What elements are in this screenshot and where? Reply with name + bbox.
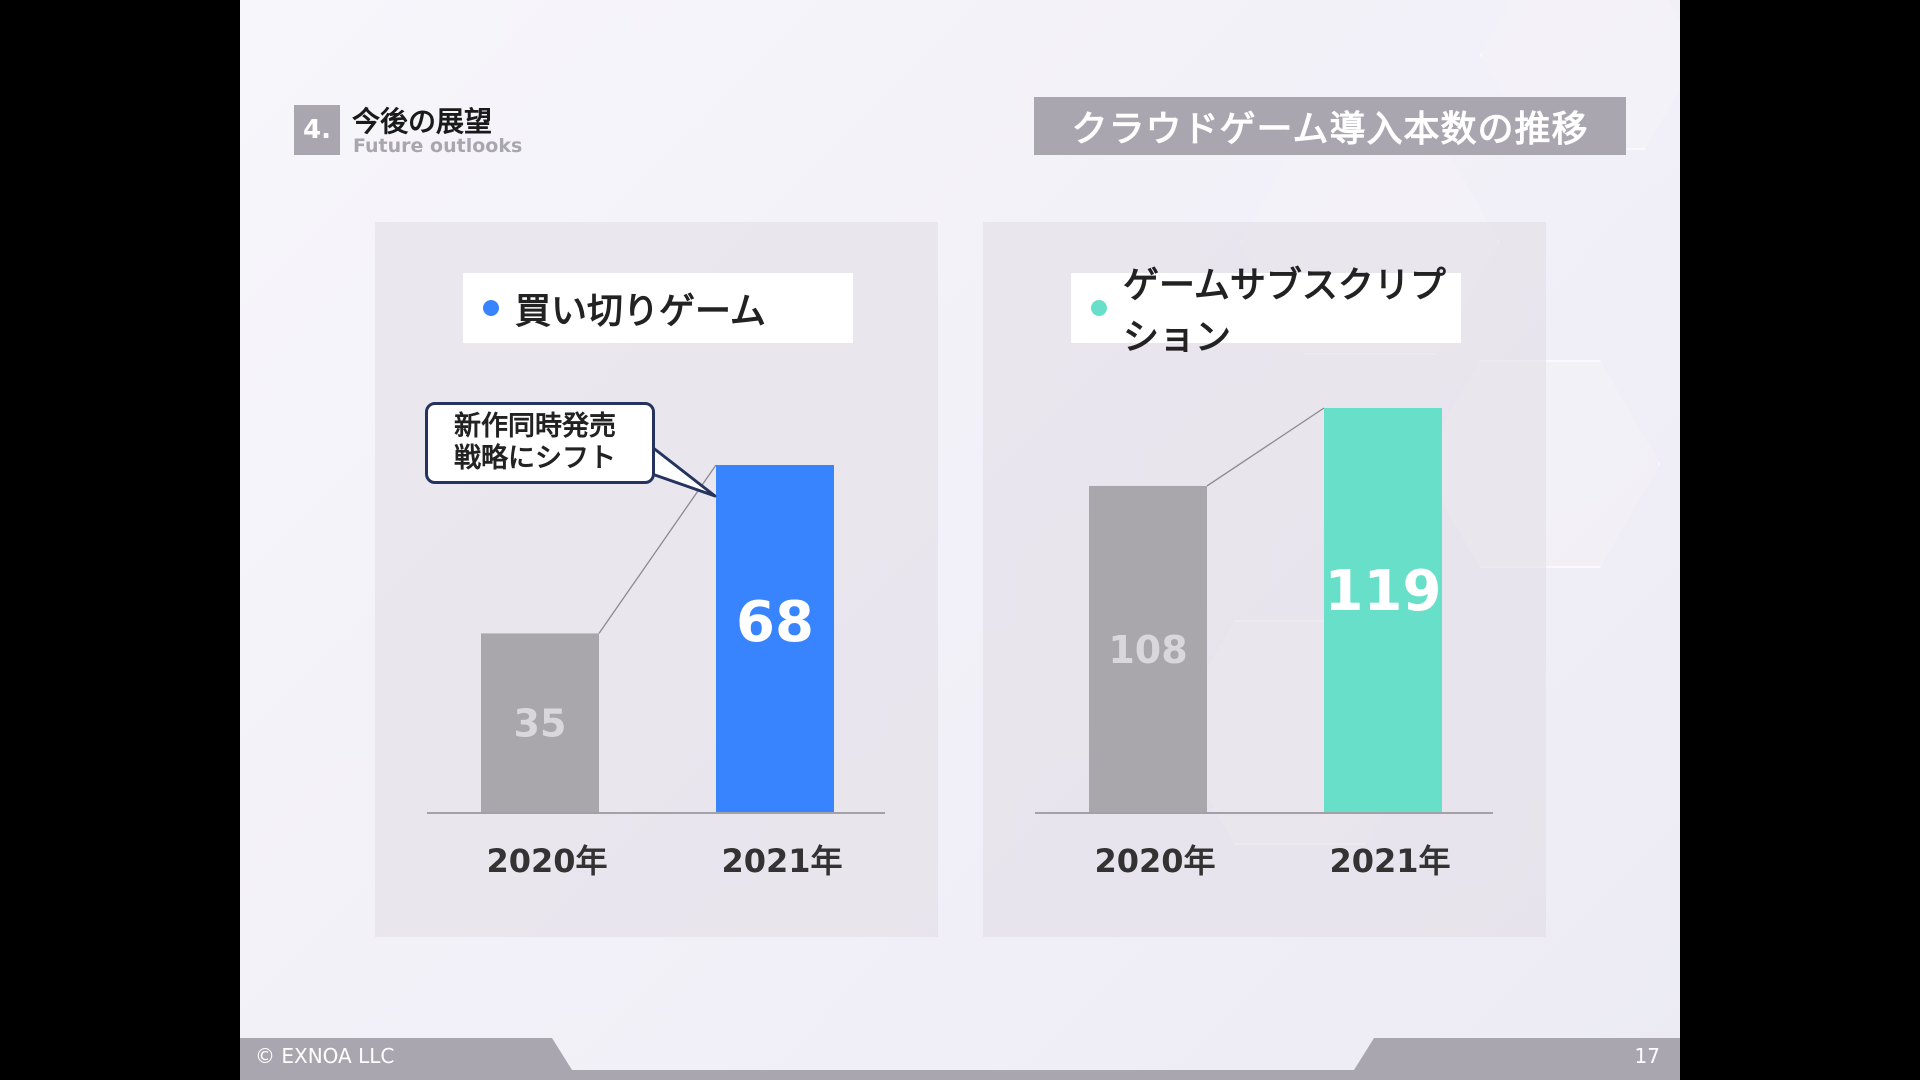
trend-line xyxy=(598,464,717,634)
legend-dot-icon xyxy=(1091,300,1107,316)
chart-title-box: 買い切りゲーム xyxy=(463,273,853,343)
page-number: 17 xyxy=(1634,1044,1660,1068)
copyright: © EXNOA LLC xyxy=(255,1044,395,1068)
x-tick-label: 2020年 xyxy=(486,842,607,880)
data-label: 108 xyxy=(1108,628,1187,672)
data-label: 119 xyxy=(1325,559,1442,624)
trend-line xyxy=(1206,407,1325,487)
x-tick-label: 2021年 xyxy=(1329,842,1450,880)
callout-box: 新作同時発売 戦略にシフト xyxy=(425,402,655,484)
data-label: 68 xyxy=(736,590,814,655)
x-tick-label: 2021年 xyxy=(721,842,842,880)
chart-panel-one-time-purchase: 買い切りゲーム 35 2020年 68 2021年 新作同時発売 戦略にシフト xyxy=(375,222,938,937)
chart-title-box: ゲームサブスクリプション xyxy=(1071,265,1461,358)
bar xyxy=(481,633,599,812)
chart-panel-subscription: ゲームサブスクリプション 108 2020年 119 2021年 xyxy=(983,222,1546,937)
section-title: 今後の展望 xyxy=(352,105,493,138)
bar-chart-svg: 35 2020年 68 2021年 xyxy=(427,445,885,880)
section-subtitle: Future outlooks xyxy=(353,135,523,157)
chart-title: ゲームサブスクリプション xyxy=(1123,265,1446,358)
callout-line: 新作同時発売 xyxy=(454,411,616,442)
section-number: 4. xyxy=(294,105,340,155)
bar-chart-svg: 108 2020年 119 2021年 xyxy=(1035,407,1493,880)
legend-dot-icon xyxy=(483,300,499,316)
bar xyxy=(1324,408,1442,812)
bar xyxy=(1089,485,1207,812)
x-tick-label: 2020年 xyxy=(1094,842,1215,880)
slide: 4. 今後の展望 Future outlooks クラウドゲーム導入本数の推移 … xyxy=(240,0,1680,1080)
footer-bar xyxy=(240,1038,1680,1080)
data-label: 35 xyxy=(514,702,567,746)
page-title: クラウドゲーム導入本数の推移 xyxy=(1034,97,1626,155)
chart-title: 買い切りゲーム xyxy=(515,291,766,332)
callout-line: 戦略にシフト xyxy=(454,443,616,474)
bar xyxy=(716,465,834,812)
callout-pointer xyxy=(650,445,717,498)
